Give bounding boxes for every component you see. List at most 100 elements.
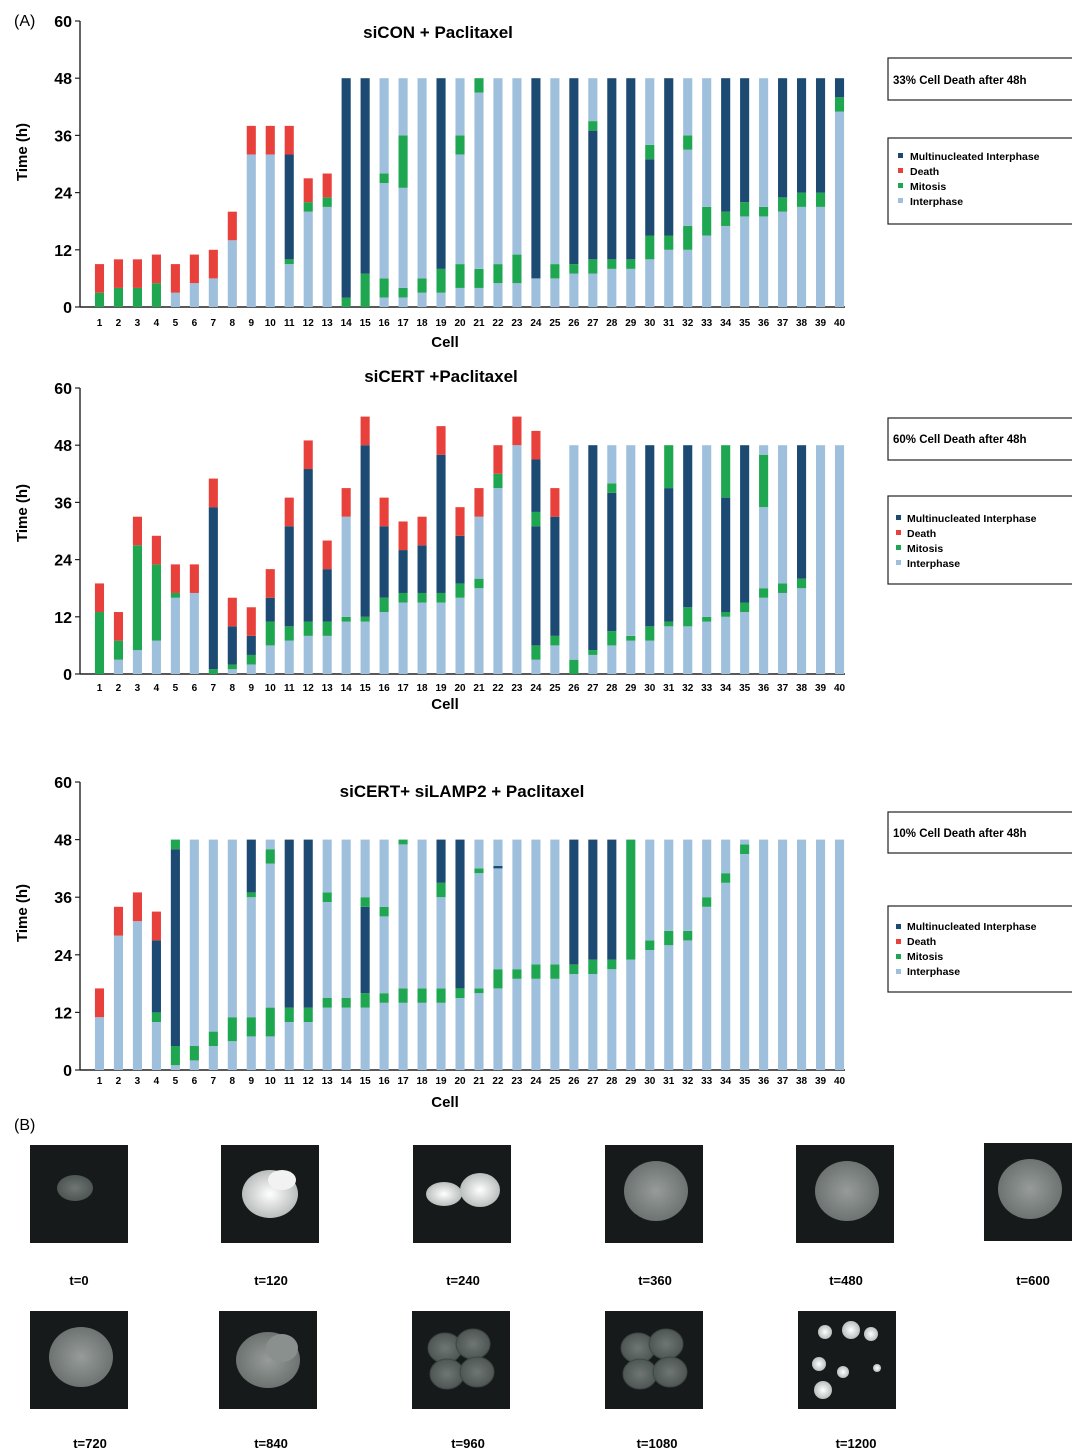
bar-cell-26 (569, 78, 579, 307)
x-tick-label: 31 (663, 1076, 675, 1087)
x-tick-label: 24 (530, 1076, 542, 1087)
bar-segment-death (94, 988, 105, 1018)
bar-segment-interphase (778, 592, 788, 674)
bar-segment-mitosis (113, 640, 124, 660)
x-tick-label: 24 (530, 318, 542, 329)
bar-segment-mitosis (834, 97, 845, 112)
bar-segment-interphase (113, 935, 124, 1070)
x-tick-label: 7 (211, 1076, 217, 1087)
x-tick-label: 20 (454, 318, 466, 329)
bar-segment-interphase (455, 597, 465, 674)
bar-cell-23 (512, 416, 522, 674)
x-tick-label: 14 (341, 683, 353, 694)
bar-segment-interphase (398, 78, 408, 136)
bar-segment-interphase (702, 839, 712, 898)
bar-segment-mitosis (379, 173, 389, 184)
bar-segment-interphase (683, 940, 693, 1070)
x-tick-label: 1 (97, 318, 103, 329)
bar-segment-death (265, 569, 275, 598)
bar-segment-mitosis (113, 287, 124, 307)
bar-segment-interphase (569, 445, 579, 660)
bar-segment-multinucleated (170, 849, 180, 1046)
bar-segment-interphase (170, 292, 180, 307)
bar-cell-28 (607, 78, 617, 307)
bar-segment-mitosis (645, 144, 655, 160)
bar-segment-interphase (341, 516, 351, 617)
y-tick-label: 60 (54, 14, 72, 31)
bar-segment-mitosis (702, 616, 712, 622)
bar-segment-mitosis (569, 659, 579, 674)
bar-segment-death (246, 125, 256, 155)
bar-segment-death (512, 416, 522, 446)
bar-segment-interphase (113, 659, 124, 674)
bar-segment-mitosis (189, 1046, 199, 1061)
x-tick-label: 32 (682, 318, 694, 329)
bar-segment-multinucleated (531, 459, 541, 512)
bar-segment-mitosis (170, 1046, 180, 1066)
bar-segment-mitosis (626, 839, 636, 960)
bar-cell-2 (113, 612, 124, 674)
bar-segment-mitosis (664, 930, 674, 946)
bar-segment-mitosis (607, 959, 617, 970)
time-frame-t-1200: t=1200 (798, 1311, 896, 1450)
bar-segment-multinucleated (721, 78, 731, 212)
bar-segment-mitosis (227, 1017, 237, 1042)
bar-segment-interphase (759, 839, 769, 1070)
bar-cell-20 (455, 839, 465, 1070)
bar-segment-mitosis (398, 839, 408, 845)
bar-segment-death (227, 597, 237, 627)
x-tick-label: 35 (739, 318, 751, 329)
bar-segment-interphase (626, 959, 636, 1070)
x-tick-label: 7 (211, 318, 217, 329)
time-frame-t-960: t=960 (412, 1311, 510, 1450)
bar-cell-16 (379, 78, 389, 307)
bar-segment-interphase (721, 616, 731, 674)
bar-cell-20 (455, 78, 465, 307)
bar-segment-interphase (664, 249, 674, 307)
x-tick-label: 12 (303, 318, 315, 329)
bar-segment-interphase (341, 839, 351, 998)
bar-segment-mitosis (360, 273, 370, 307)
bar-cell-34 (721, 78, 731, 307)
bar-segment-mitosis (607, 631, 617, 646)
bar-segment-interphase (550, 978, 560, 1070)
bar-segment-mitosis (322, 621, 332, 636)
bar-segment-interphase (360, 1007, 370, 1070)
x-tick-label: 2 (116, 318, 122, 329)
bar-cell-39 (815, 445, 826, 674)
bar-cell-22 (493, 78, 503, 307)
bar-segment-death (493, 445, 503, 474)
bar-segment-interphase (417, 78, 427, 279)
bar-segment-mitosis (664, 621, 674, 627)
bar-segment-interphase (379, 839, 389, 907)
bar-segment-multinucleated (569, 78, 579, 265)
nucleus-shape (624, 1161, 688, 1221)
bar-segment-interphase (797, 839, 807, 1070)
bar-segment-multinucleated (531, 526, 541, 646)
bar-segment-interphase (493, 283, 503, 307)
bar-segment-mitosis (265, 1007, 275, 1037)
bar-cell-38 (797, 839, 807, 1070)
nucleus-shape (998, 1159, 1062, 1219)
bar-segment-interphase (227, 240, 237, 307)
x-tick-label: 18 (416, 318, 428, 329)
bar-segment-interphase (683, 626, 693, 674)
bar-segment-mitosis (455, 135, 465, 155)
bar-segment-interphase (417, 1002, 427, 1070)
bar-segment-multinucleated (455, 839, 465, 989)
nucleus-lobe (429, 1358, 465, 1390)
x-tick-label: 32 (682, 1076, 694, 1087)
bar-segment-interphase (721, 225, 731, 307)
x-tick-label: 17 (398, 1076, 410, 1087)
bar-segment-interphase (303, 211, 313, 307)
bar-cell-20 (455, 507, 465, 674)
bar-segment-mitosis (360, 993, 370, 1008)
bar-cell-3 (132, 259, 142, 307)
x-tick-label: 9 (249, 683, 255, 694)
bar-cell-16 (379, 839, 389, 1070)
bar-segment-mitosis (683, 225, 693, 250)
bar-segment-interphase (341, 1007, 351, 1070)
bar-segment-interphase (645, 259, 655, 307)
bar-segment-mitosis (493, 969, 503, 989)
